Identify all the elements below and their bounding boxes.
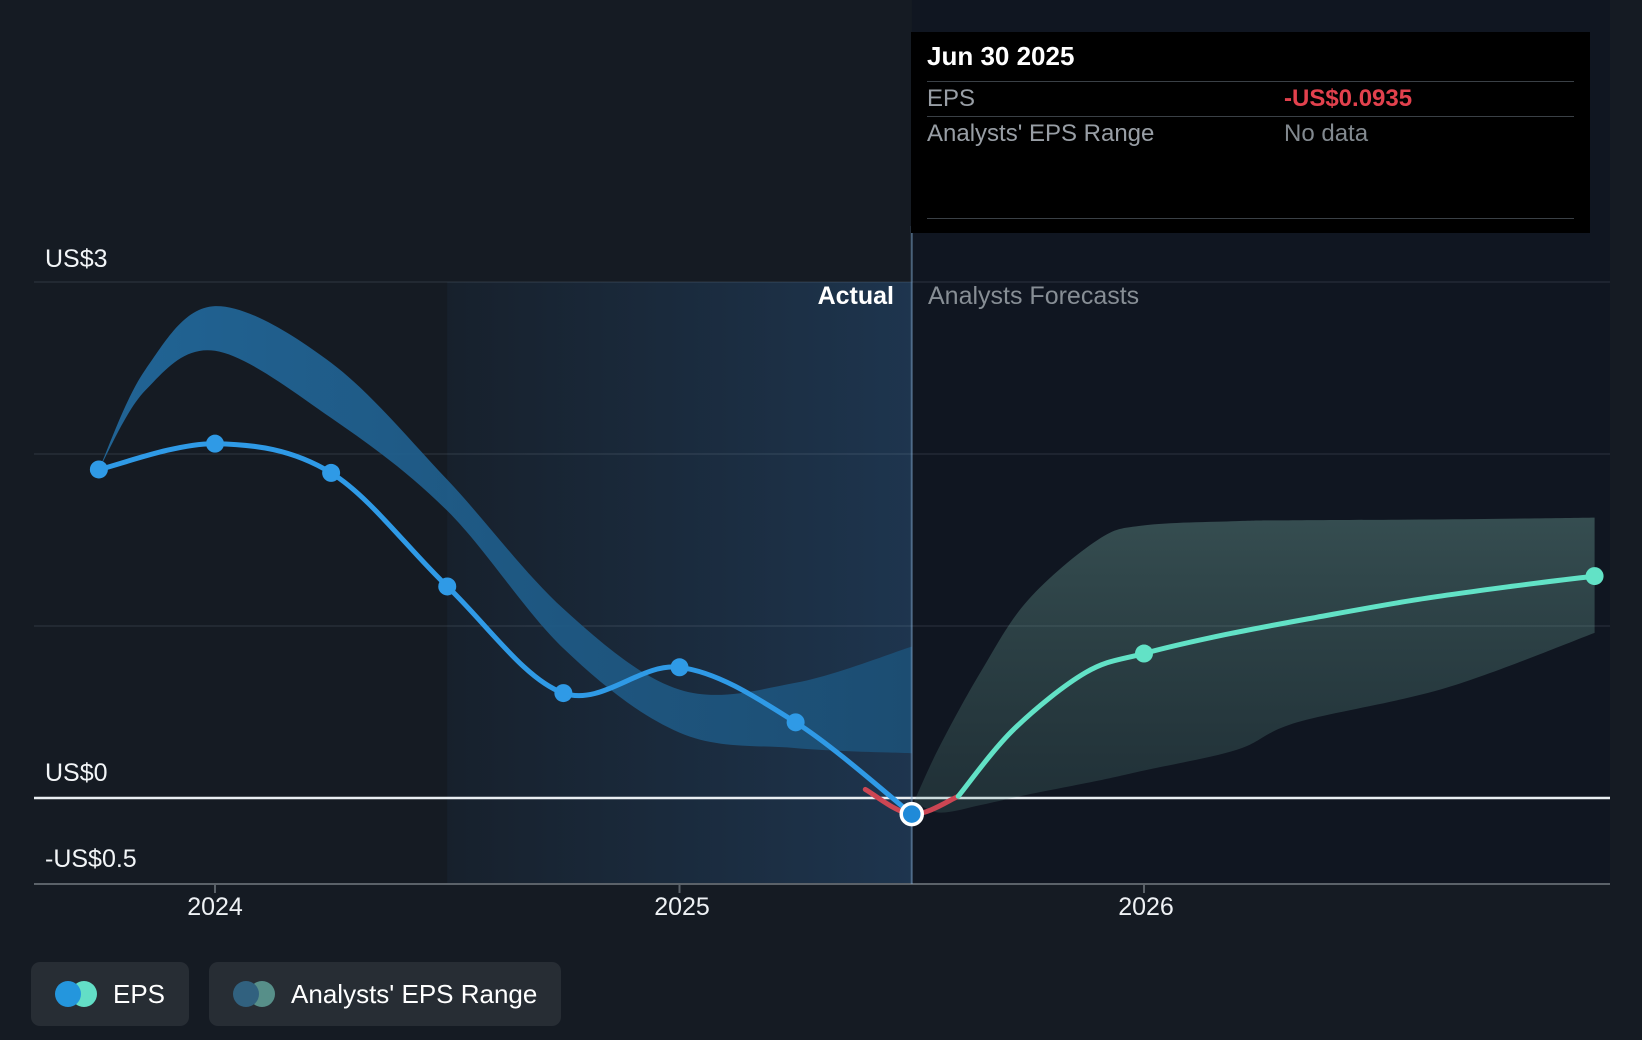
actual-eps-data-point[interactable] bbox=[786, 713, 805, 732]
forecast-eps-line bbox=[955, 573, 1598, 799]
chart-legend: EPS Analysts' EPS Range bbox=[31, 962, 562, 1026]
tooltip-range-label: Analysts' EPS Range bbox=[927, 120, 1155, 147]
tooltip-eps-label: EPS bbox=[927, 85, 976, 112]
y-axis-label-us3: US$3 bbox=[45, 245, 108, 273]
legend-analysts-range-label: Analysts' EPS Range bbox=[291, 978, 538, 1009]
forecasts-region-label: Analysts Forecasts bbox=[928, 282, 1140, 310]
x-axis-label-2025: 2025 bbox=[654, 893, 710, 921]
y-axis-label-neg05: -US$0.5 bbox=[45, 845, 137, 873]
legend-toggle-eps[interactable]: EPS bbox=[31, 962, 190, 1026]
legend-toggle-analysts-range[interactable]: Analysts' EPS Range bbox=[209, 962, 562, 1026]
actual-region-label: Actual bbox=[817, 282, 894, 310]
tooltip-date: Jun 30 2025 bbox=[927, 32, 1574, 82]
legend-eps-label: EPS bbox=[113, 978, 166, 1009]
tooltip-bottom-divider bbox=[927, 218, 1574, 219]
selected-eps-data-point[interactable] bbox=[899, 801, 924, 827]
tooltip-eps-value: -US$0.0935 bbox=[1284, 85, 1413, 112]
forecast-eps-data-point[interactable] bbox=[1135, 644, 1153, 663]
actual-eps-data-point[interactable] bbox=[438, 577, 457, 596]
x-axis-label-2024: 2024 bbox=[187, 893, 243, 921]
y-axis-label-us0: US$0 bbox=[45, 759, 108, 787]
eps-series-icon bbox=[55, 981, 97, 1007]
actual-eps-data-point[interactable] bbox=[670, 658, 689, 677]
actual-eps-data-point[interactable] bbox=[206, 434, 224, 453]
actual-eps-data-point[interactable] bbox=[554, 684, 573, 703]
x-axis-label-2026: 2026 bbox=[1118, 893, 1174, 921]
forecast-eps-data-point[interactable] bbox=[1585, 567, 1604, 586]
hover-tooltip: Jun 30 2025 EPS -US$0.0935 Analysts' EPS… bbox=[911, 32, 1590, 233]
tooltip-range-row: Analysts' EPS Range No data bbox=[927, 117, 1574, 151]
actual-eps-data-point[interactable] bbox=[89, 460, 108, 479]
actual-analysts-range-band bbox=[98, 306, 912, 754]
actual-eps-data-point[interactable] bbox=[322, 463, 341, 482]
analysts-range-series-icon bbox=[233, 981, 276, 1007]
tooltip-eps-row: EPS -US$0.0935 bbox=[927, 82, 1574, 117]
tooltip-range-value: No data bbox=[1284, 120, 1369, 147]
forecast-analysts-range-band bbox=[914, 517, 1595, 813]
